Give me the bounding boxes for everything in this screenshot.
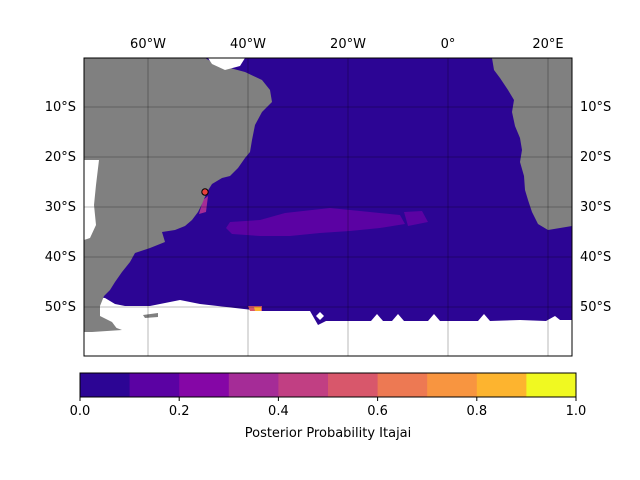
lon-label-0: 0° <box>441 37 456 52</box>
map-gridlines <box>84 58 572 356</box>
high-probability-band-east <box>404 211 428 226</box>
colorbar-ticks <box>79 397 577 401</box>
colorbar-bin-3 <box>228 373 279 397</box>
lon-label-20w: 20°W <box>330 37 366 52</box>
colorbar-bin-7 <box>427 373 478 397</box>
colorbar-tick-label-4: 0.8 <box>466 404 487 419</box>
colorbar <box>80 373 577 397</box>
itajai-marker <box>201 188 209 196</box>
coastal-probability-strip <box>199 196 208 214</box>
colorbar-label: Posterior Probability Itajai <box>245 426 412 441</box>
lat-label-left-30s: 30°S <box>45 200 76 215</box>
southern-andes-edge <box>84 318 122 332</box>
southern-hotspot-core <box>254 307 261 311</box>
colorbar-tick-label-0: 0.0 <box>70 404 91 419</box>
no-data-north-corner <box>208 58 245 70</box>
no-data-island <box>316 312 324 320</box>
no-data-coast-brazil <box>84 160 99 240</box>
lon-label-40w: 40°W <box>230 37 266 52</box>
map-frame <box>83 57 573 357</box>
colorbar-bin-9 <box>526 373 577 397</box>
lat-label-right-30s: 30°S <box>580 200 611 215</box>
colorbar-bin-2 <box>179 373 230 397</box>
south-america-landmass <box>84 58 272 330</box>
colorbar-bin-5 <box>328 373 379 397</box>
colorbar-frame <box>79 372 577 398</box>
colorbar-tick-label-5: 1.0 <box>566 404 587 419</box>
colorbar-tick-label-1: 0.2 <box>169 404 190 419</box>
falkland-islands <box>143 313 158 318</box>
africa-landmass <box>492 58 572 230</box>
colorbar-tick-label-2: 0.4 <box>268 404 289 419</box>
high-probability-band <box>226 208 405 236</box>
lat-label-left-10s: 10°S <box>45 100 76 115</box>
colorbar-bin-0 <box>80 373 131 397</box>
lat-label-left-40s: 40°S <box>45 250 76 265</box>
lat-label-right-50s: 50°S <box>580 300 611 315</box>
lat-label-right-10s: 10°S <box>580 100 611 115</box>
lon-label-20e: 20°E <box>532 37 563 52</box>
colorbar-bin-1 <box>129 373 180 397</box>
colorbar-bin-8 <box>476 373 527 397</box>
lon-label-60w: 60°W <box>130 37 166 52</box>
colorbar-bin-6 <box>377 373 428 397</box>
colorbar-bin-4 <box>278 373 329 397</box>
lat-label-right-40s: 40°S <box>580 250 611 265</box>
colorbar-tick-label-3: 0.6 <box>367 404 388 419</box>
lat-label-right-20s: 20°S <box>580 150 611 165</box>
lat-label-left-50s: 50°S <box>45 300 76 315</box>
lat-label-left-20s: 20°S <box>45 150 76 165</box>
